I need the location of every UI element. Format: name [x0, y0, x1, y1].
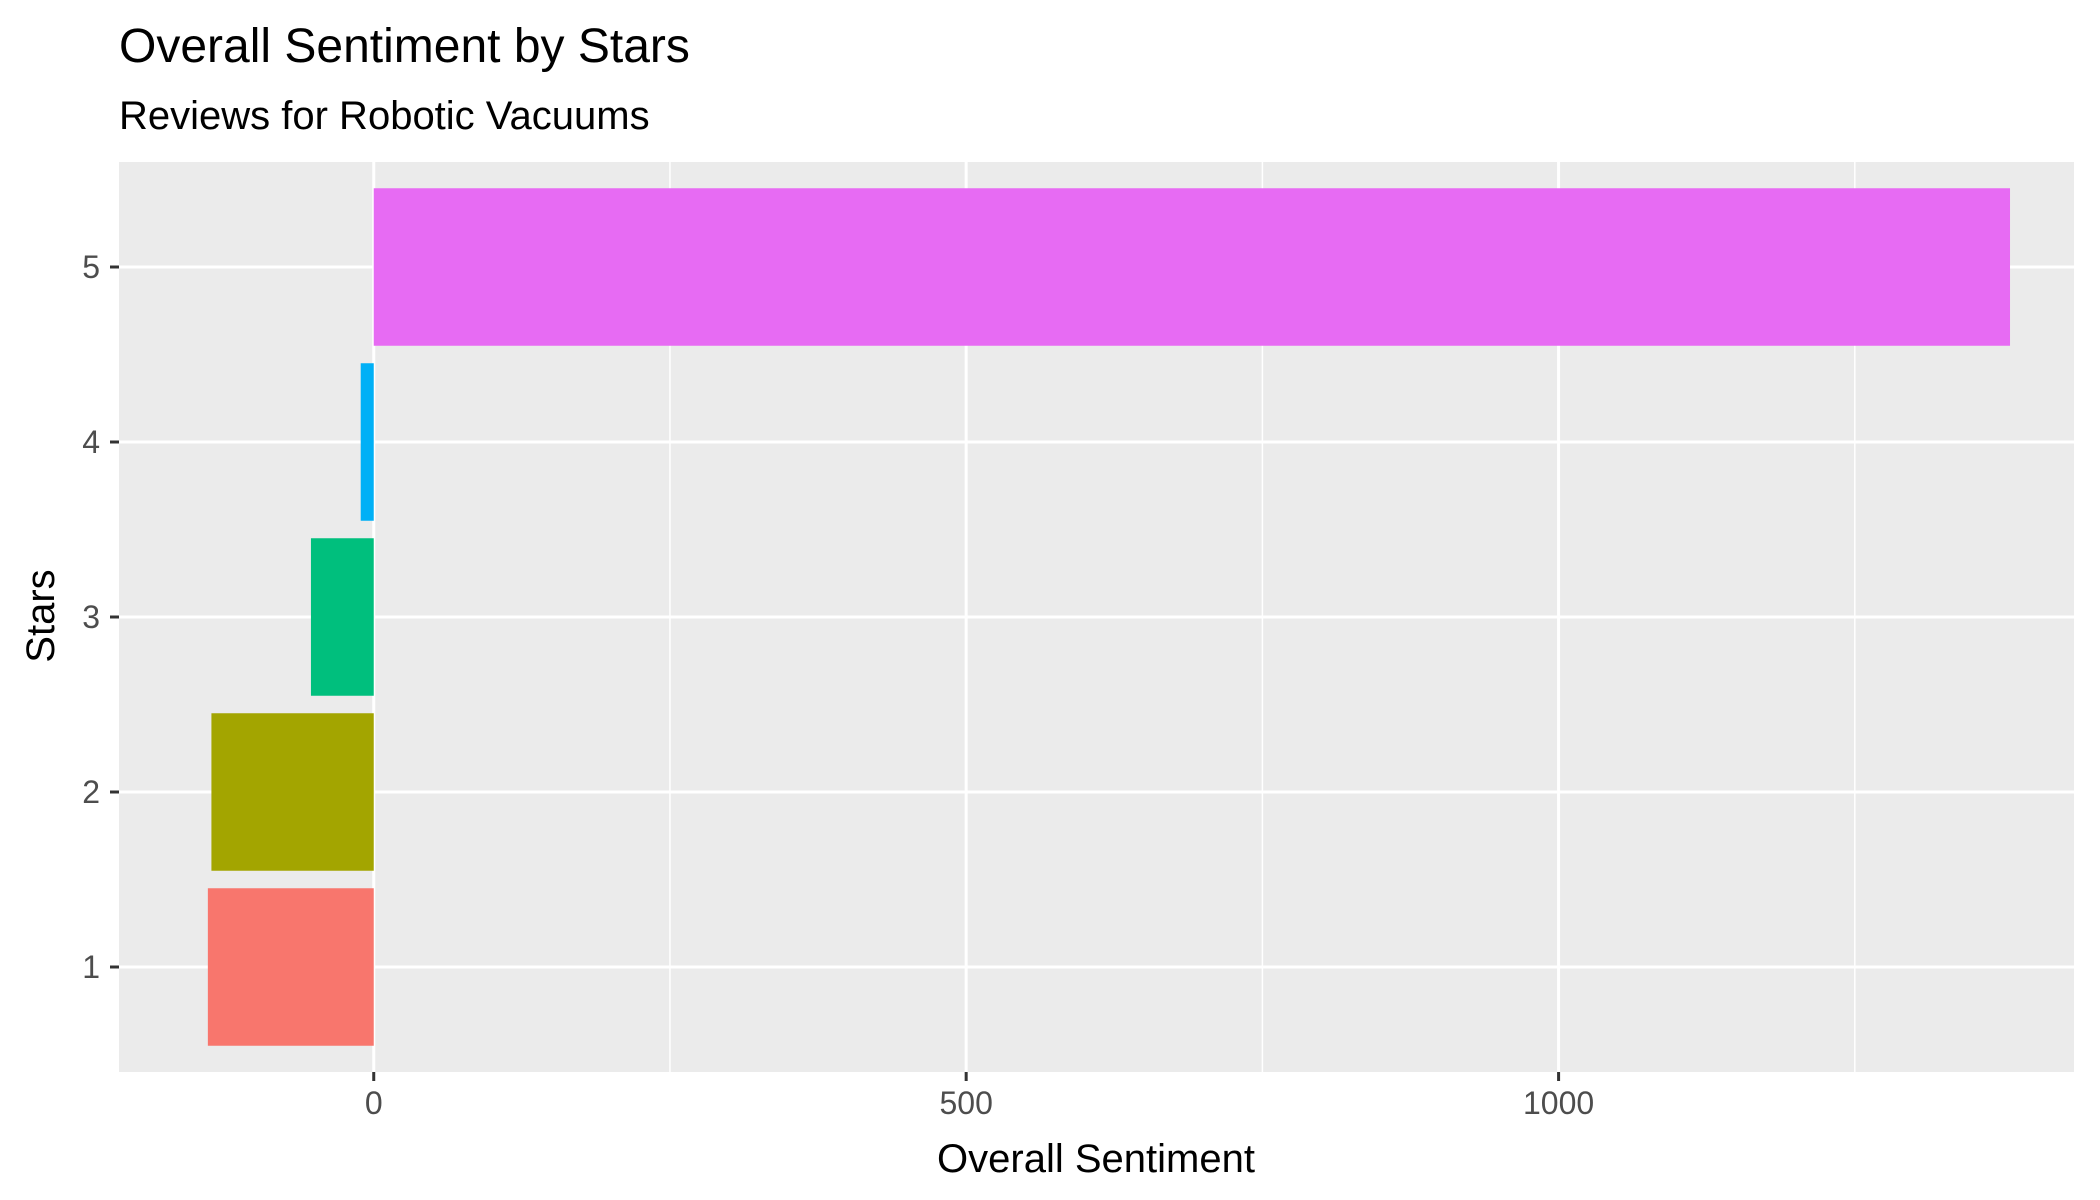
bars: [207, 188, 2011, 1046]
y-tick-label: 5: [82, 249, 100, 285]
y-tick-label: 3: [82, 599, 100, 635]
y-tick-label: 4: [82, 424, 100, 460]
bar-stars-5: [373, 188, 2011, 346]
bar-stars-1: [207, 888, 374, 1046]
bar-stars-4: [360, 363, 374, 521]
x-tick-label: 0: [365, 1085, 383, 1121]
chart-title: Overall Sentiment by Stars: [119, 20, 690, 73]
x-tick-label: 1000: [1523, 1085, 1594, 1121]
y-tick-label: 1: [82, 949, 100, 985]
y-axis-title: Stars: [19, 569, 63, 662]
x-axis: 0 500 1000: [365, 1072, 1594, 1121]
bar-stars-2: [211, 713, 374, 871]
chart-subtitle: Reviews for Robotic Vacuums: [119, 94, 650, 138]
x-tick-label: 500: [939, 1085, 992, 1121]
x-axis-title: Overall Sentiment: [937, 1137, 1255, 1181]
bar-stars-3: [310, 538, 374, 696]
y-tick-label: 2: [82, 774, 100, 810]
y-axis: 1 2 3 4 5: [82, 249, 119, 985]
